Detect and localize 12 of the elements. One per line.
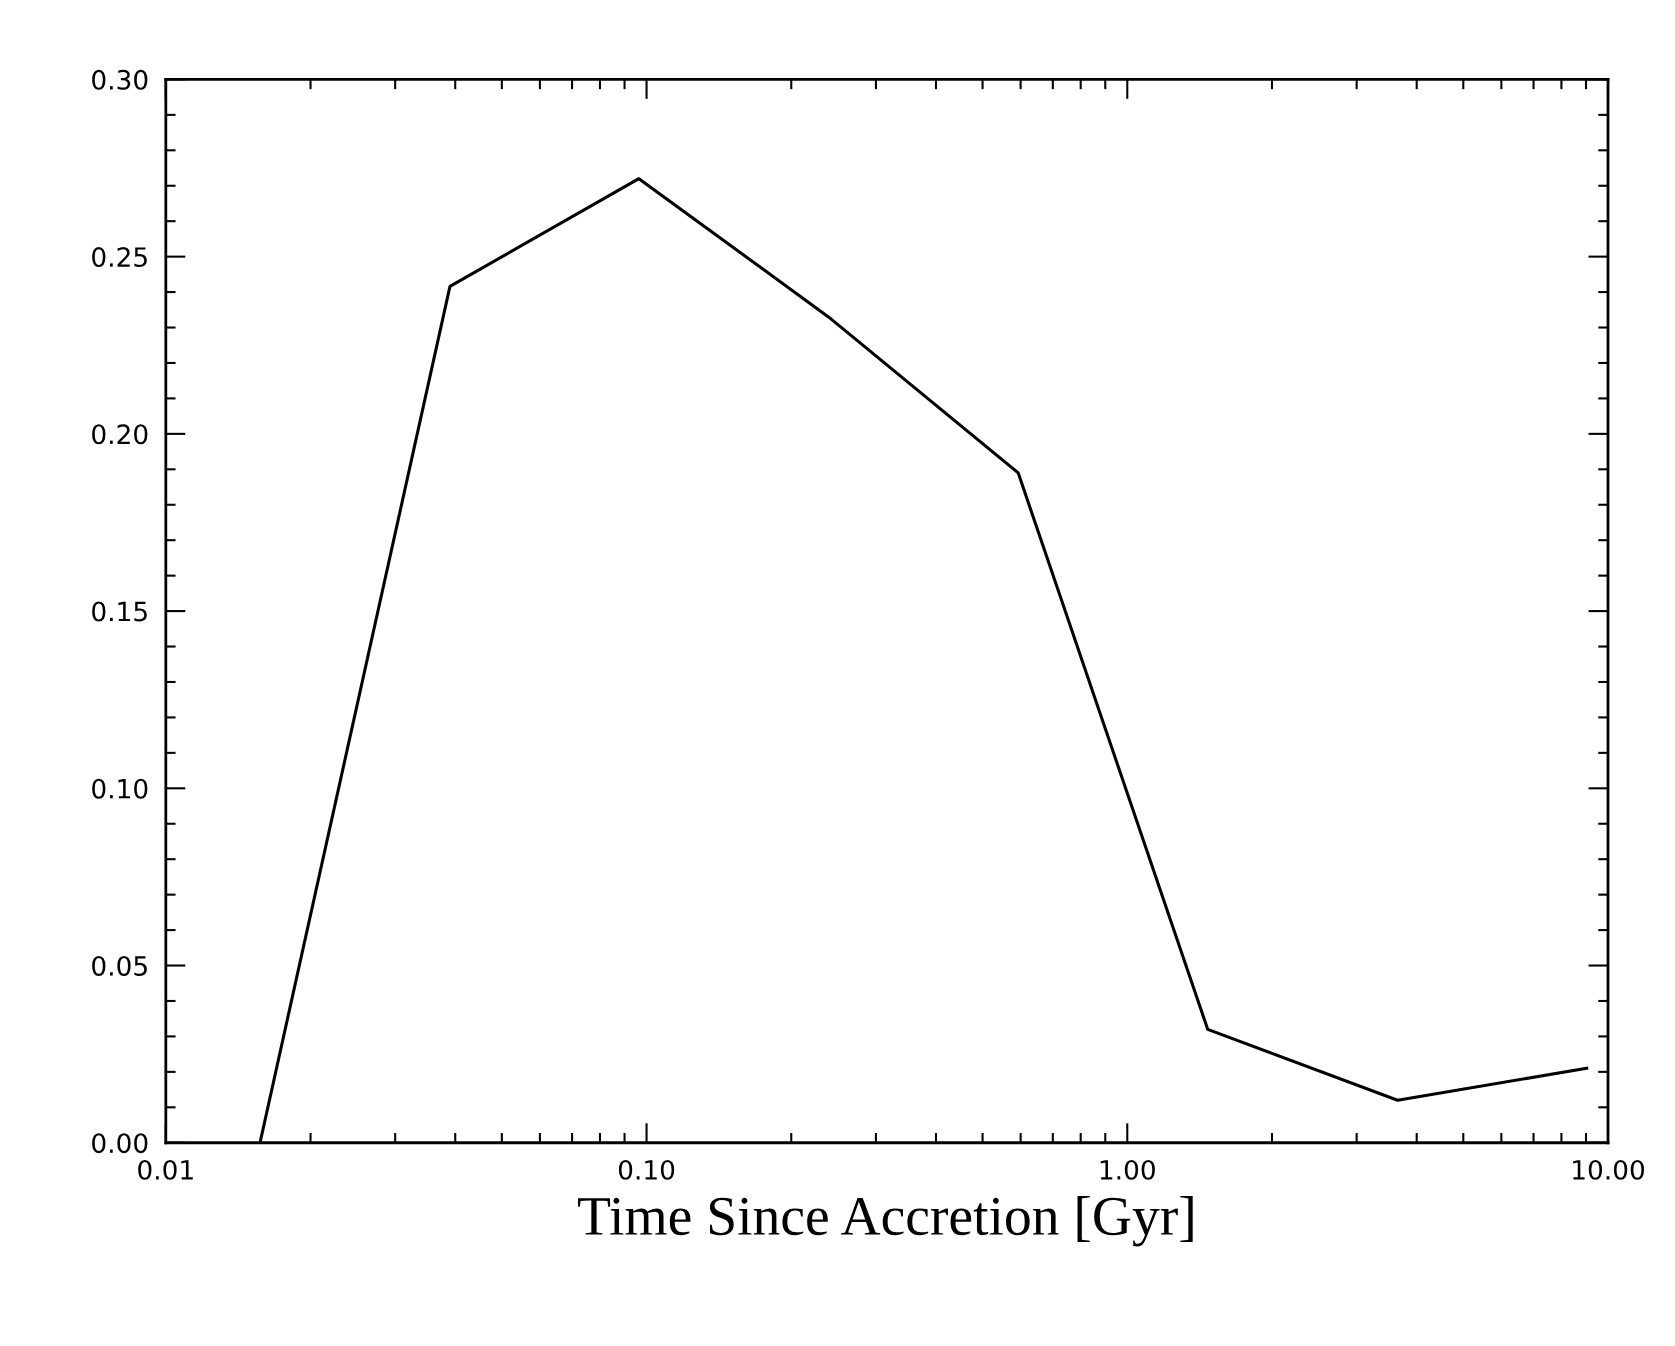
y-tick-label: 0.10: [92, 778, 148, 799]
y-tick-label: 0.20: [92, 424, 148, 445]
y-tick-label: 0.25: [92, 247, 147, 268]
y-tick-label: 0.05: [92, 955, 147, 976]
x-tick-label: 1.00: [1100, 1159, 1155, 1180]
x-axis-title: Time Since Accretion [Gyr]: [578, 1196, 1193, 1247]
x-tick-label: 0.10: [618, 1159, 675, 1180]
y-tick-label: 0.15: [92, 601, 147, 622]
x-tick-label: 10.00: [1573, 1159, 1645, 1180]
y-tick-label: 0.30: [92, 69, 148, 90]
x-tick-label: 0.01: [138, 1159, 193, 1180]
y-tick-label: 0.00: [92, 1133, 148, 1154]
